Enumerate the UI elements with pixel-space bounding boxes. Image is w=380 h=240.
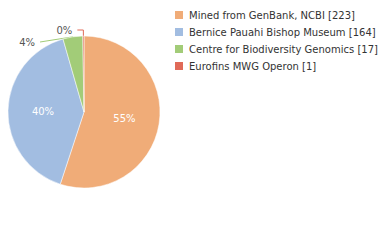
svg-text:Eurofins MWG Operon [1]: Eurofins MWG Operon [1]	[189, 61, 316, 72]
svg-text:Centre for Biodiversity Genomi: Centre for Biodiversity Genomics [17]	[189, 44, 378, 55]
svg-text:Bernice Pauahi Bishop Museum [: Bernice Pauahi Bishop Museum [164]	[189, 27, 376, 38]
svg-text:55%: 55%	[113, 113, 135, 124]
svg-text:4%: 4%	[19, 37, 35, 48]
svg-text:0%: 0%	[56, 25, 72, 36]
svg-text:40%: 40%	[32, 106, 54, 117]
svg-text:Mined from GenBank, NCBI [223]: Mined from GenBank, NCBI [223]	[189, 10, 355, 21]
